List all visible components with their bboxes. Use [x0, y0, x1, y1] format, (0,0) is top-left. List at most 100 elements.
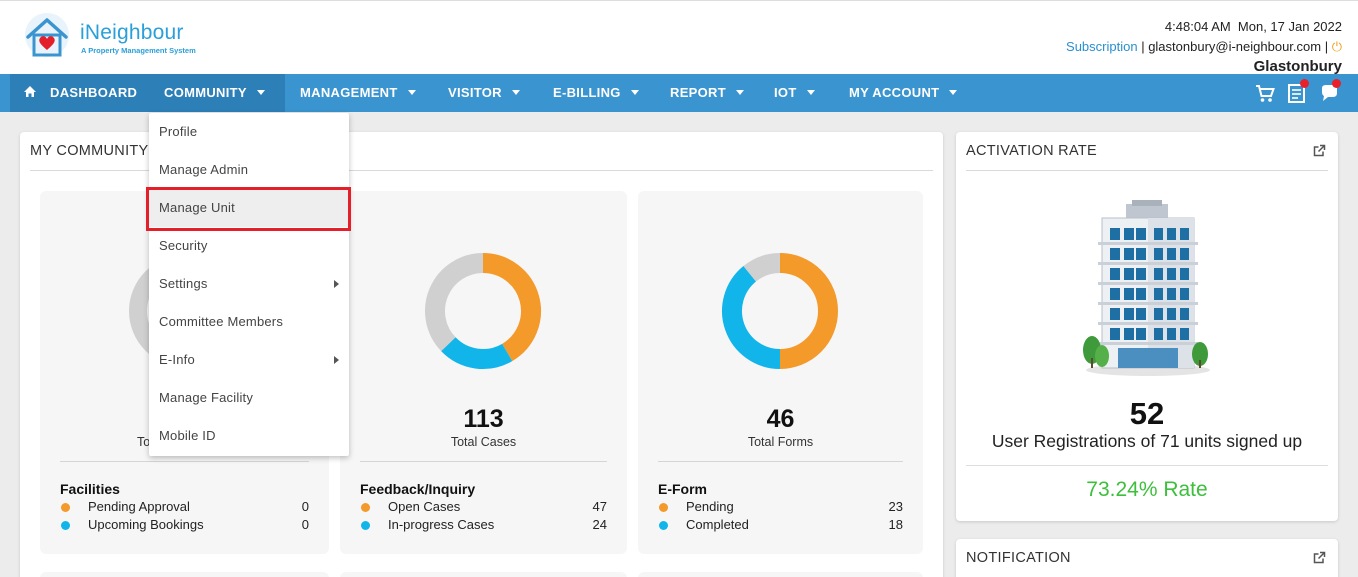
chevron-right-icon — [334, 280, 339, 288]
cart-icon[interactable] — [1254, 82, 1276, 104]
notification-dot — [1332, 79, 1341, 88]
nav-dashboard[interactable]: DASHBOARD — [10, 74, 150, 112]
nav-report[interactable]: REPORT — [656, 74, 758, 112]
menu-item-manage-admin[interactable]: Manage Admin — [149, 151, 349, 189]
list-item: Open Cases 47 — [360, 499, 607, 517]
list-item: Pending Approval 0 — [60, 499, 309, 517]
row-label: Pending — [686, 499, 734, 514]
list-item: Pending 23 — [658, 499, 903, 517]
nav-label: MY ACCOUNT — [849, 85, 940, 100]
user-email: glastonbury@i-neighbour.com — [1148, 39, 1322, 54]
divider — [360, 461, 607, 462]
total-cases: 113 — [463, 405, 504, 433]
notification-dot — [1300, 79, 1309, 88]
separator: | — [1137, 39, 1149, 54]
row-label: In-progress Cases — [388, 517, 495, 532]
row-value: 23 — [888, 499, 903, 514]
menu-item-label: Security — [159, 238, 208, 253]
menu-item-label: Profile — [159, 124, 198, 139]
menu-item-label: Settings — [159, 276, 208, 291]
donut-slice-pending — [779, 253, 838, 369]
row-value: 18 — [888, 517, 903, 532]
chevron-right-icon — [334, 356, 339, 364]
brand-logo[interactable]: iNeighbour A Property Management System — [22, 11, 202, 63]
brand-name: iNeighbour — [80, 21, 184, 44]
menu-item-e-info[interactable]: E-Info — [149, 341, 349, 379]
nav-management[interactable]: MANAGEMENT — [286, 74, 430, 112]
nav-label: E-BILLING — [553, 85, 621, 100]
activation-rate-value: 73.24% Rate — [1086, 478, 1208, 501]
donut-slice-completed — [722, 266, 781, 369]
row-value: 0 — [301, 499, 309, 514]
list-item: In-progress Cases 24 — [360, 517, 607, 535]
chevron-down-icon — [407, 90, 416, 96]
status-dot — [61, 521, 70, 530]
eform-card: 46 Total Forms E-Form Pending 23 Complet… — [638, 191, 923, 554]
power-icon[interactable]: ⏻ — [1331, 39, 1342, 54]
menu-item-manage-unit[interactable]: Manage Unit — [149, 189, 349, 227]
menu-item-label: Committee Members — [159, 314, 284, 329]
row-label: Open Cases — [388, 499, 461, 514]
total-forms: 46 — [766, 405, 795, 433]
cases-donut — [425, 253, 541, 369]
document-icon — [1288, 84, 1305, 103]
separator: | — [1321, 39, 1332, 54]
external-link-icon[interactable] — [1313, 144, 1326, 157]
chevron-down-icon — [806, 90, 815, 96]
divider — [966, 170, 1328, 171]
donut-slice-in-progress-cases — [441, 336, 513, 369]
nav-label: REPORT — [670, 85, 726, 100]
community-name: Glastonbury — [1253, 58, 1342, 75]
menu-item-label: Manage Facility — [159, 390, 254, 405]
total-caption: Total Cases — [450, 435, 517, 449]
house-heart-icon — [25, 13, 69, 57]
status-dot — [61, 503, 70, 512]
donut-slice-other — [425, 253, 484, 352]
activation-rate-panel: ACTIVATION RATE — [956, 132, 1338, 521]
document-button[interactable] — [1286, 79, 1309, 104]
section-title: Feedback/Inquiry — [360, 481, 476, 497]
status-dot — [659, 503, 668, 512]
chevron-down-icon — [735, 90, 744, 96]
nav-label: DASHBOARD — [50, 85, 138, 100]
row-label: Upcoming Bookings — [88, 517, 204, 532]
nav-label: VISITOR — [448, 85, 502, 100]
status-dot — [361, 503, 370, 512]
menu-item-manage-facility[interactable]: Manage Facility — [149, 379, 349, 417]
building-icon — [1083, 200, 1210, 376]
section-title: E-Form — [658, 481, 707, 497]
registrations-count: 52 — [1129, 396, 1165, 431]
nav-label: COMMUNITY — [164, 85, 247, 100]
list-item: Upcoming Bookings 0 — [60, 517, 309, 535]
main-nav: DASHBOARD COMMUNITY MANAGEMENT VISITOR E… — [0, 74, 1358, 112]
nav-label: MANAGEMENT — [300, 85, 398, 100]
status-dot — [659, 521, 668, 530]
chat-button[interactable] — [1318, 79, 1341, 104]
row-value: 47 — [592, 499, 607, 514]
divider — [966, 465, 1328, 466]
nav-iot[interactable]: IOT — [760, 74, 829, 112]
chevron-down-icon — [630, 90, 639, 96]
external-link-icon[interactable] — [1313, 551, 1326, 564]
donut-slice-open-cases — [482, 253, 541, 362]
menu-item-label: Manage Admin — [159, 162, 249, 177]
top-header: iNeighbour A Property Management System … — [0, 0, 1358, 75]
community-dropdown-menu: Profile Manage Admin Manage Unit Securit… — [149, 113, 349, 456]
donut-slice-other — [743, 253, 781, 282]
registrations-caption: User Registrations of 71 units signed up — [991, 431, 1303, 451]
menu-item-mobile-id[interactable]: Mobile ID — [149, 417, 349, 455]
menu-item-profile[interactable]: Profile — [149, 113, 349, 151]
nav-community[interactable]: COMMUNITY — [150, 74, 285, 112]
menu-item-security[interactable]: Security — [149, 227, 349, 265]
divider — [30, 170, 933, 171]
menu-item-settings[interactable]: Settings — [149, 265, 349, 303]
row-label: Pending Approval — [88, 499, 190, 514]
menu-item-committee-members[interactable]: Committee Members — [149, 303, 349, 341]
nav-my-account[interactable]: MY ACCOUNT — [835, 74, 971, 112]
chevron-down-icon — [949, 90, 958, 96]
card-placeholder — [340, 572, 627, 577]
nav-e-billing[interactable]: E-BILLING — [539, 74, 653, 112]
nav-visitor[interactable]: VISITOR — [434, 74, 534, 112]
total-caption: To — [137, 435, 151, 449]
subscription-link[interactable]: Subscription — [1066, 39, 1138, 54]
